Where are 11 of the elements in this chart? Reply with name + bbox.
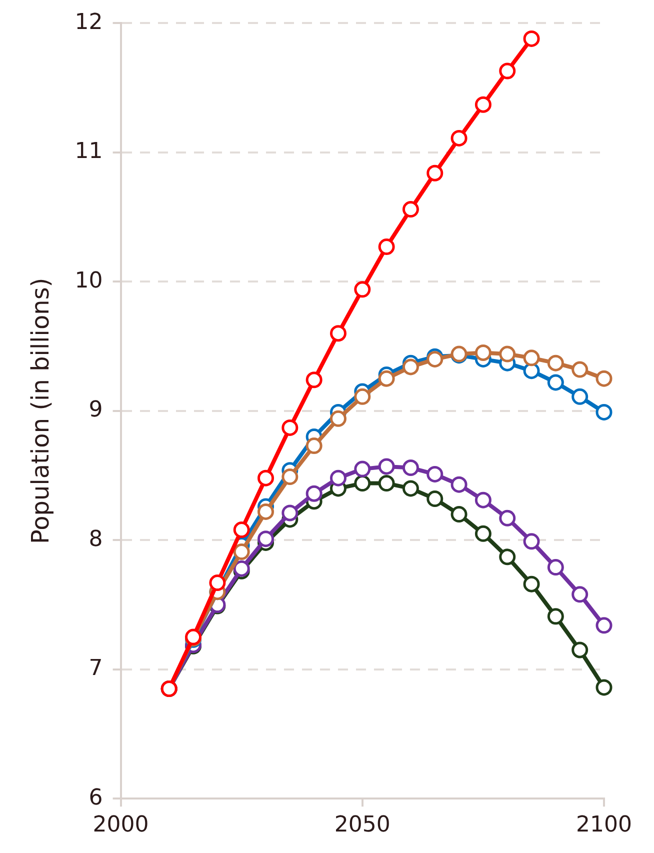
x-tick-label: 2100 xyxy=(576,812,632,838)
y-tick-label: 8 xyxy=(88,526,103,552)
y-tick-label: 9 xyxy=(88,398,103,423)
y-tick-label: 7 xyxy=(88,656,103,682)
x-tick-label: 2000 xyxy=(92,812,149,838)
y-tick-label: 11 xyxy=(74,139,103,164)
y-tick-label: 12 xyxy=(74,10,103,35)
y-tick-label: 6 xyxy=(88,785,103,810)
y-axis-title: Population (in billions) xyxy=(26,278,55,544)
y-tick-label: 10 xyxy=(74,268,103,294)
x-tick-label: 2050 xyxy=(334,812,390,838)
